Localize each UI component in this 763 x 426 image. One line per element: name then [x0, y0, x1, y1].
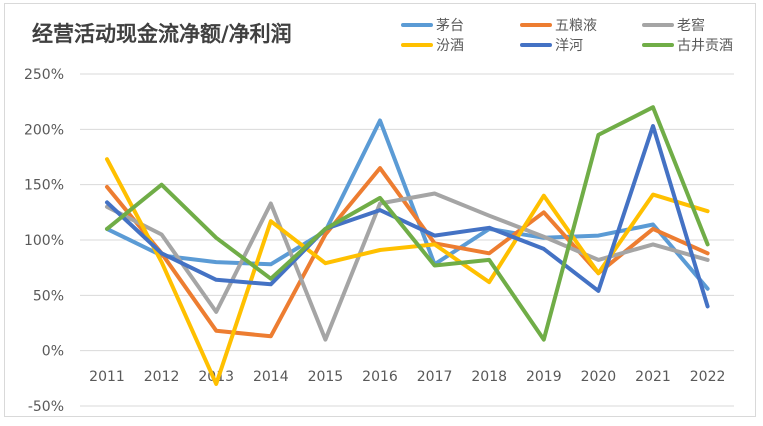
chart-title: 经营活动现金流净额/净利润 — [32, 22, 292, 46]
series-line-5 — [105, 105, 710, 342]
series-line-2 — [105, 191, 710, 342]
y-tick-label: 100% — [24, 233, 64, 249]
x-tick-label: 2011 — [89, 369, 125, 385]
legend-label: 汾酒 — [436, 38, 464, 54]
series-line-0 — [105, 118, 710, 291]
x-tick-label: 2015 — [308, 369, 344, 385]
legend-label: 洋河 — [555, 38, 583, 54]
y-axis-ticks: 250% 200% 150% 100% 50% 0% -50% — [24, 67, 64, 415]
y-tick-label: 250% — [24, 67, 64, 83]
y-tick-label: 200% — [24, 122, 64, 138]
x-tick-label: 2019 — [526, 369, 562, 385]
x-tick-label: 2021 — [635, 369, 671, 385]
x-tick-label: 2016 — [362, 369, 398, 385]
x-tick-label: 2022 — [690, 369, 726, 385]
x-tick-label: 2017 — [417, 369, 453, 385]
y-tick-label: -50% — [28, 399, 64, 415]
x-tick-label: 2012 — [144, 369, 180, 385]
legend-label: 老窖 — [677, 17, 705, 34]
y-tick-label: 50% — [33, 288, 64, 304]
x-tick-label: 2018 — [471, 369, 507, 385]
grid-lines — [80, 73, 734, 407]
x-tick-label: 2013 — [198, 369, 234, 385]
series-line-4 — [105, 124, 710, 309]
series-lines — [105, 105, 710, 386]
y-tick-label: 0% — [42, 344, 64, 360]
x-tick-label: 2014 — [253, 369, 289, 385]
legend-label: 五粮液 — [555, 18, 597, 34]
legend-label: 茅台 — [436, 18, 464, 34]
x-tick-label: 2020 — [581, 369, 617, 385]
y-tick-label: 150% — [24, 178, 64, 194]
x-axis-ticks: 2011 2012 2013 2014 2015 2016 2017 2018 2019 2020… — [89, 369, 725, 385]
legend-label: 古井贡酒 — [677, 38, 733, 54]
